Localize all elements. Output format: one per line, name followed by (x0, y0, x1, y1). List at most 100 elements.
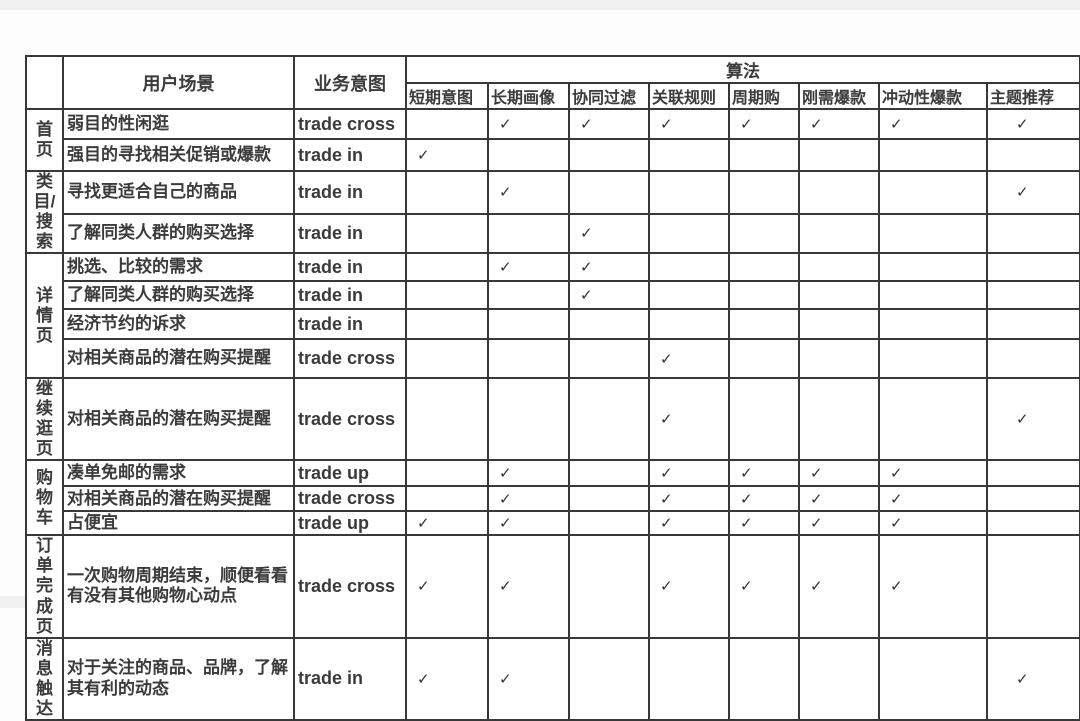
check-cell-empty (487, 138, 570, 172)
check-icon: ✓ (660, 350, 673, 368)
scenario-cell: 一次购物周期结束，顺便看看有没有其他购物心动点 (62, 534, 295, 639)
check-cell-empty (405, 280, 489, 311)
check-icon: ✓ (660, 465, 673, 483)
check-cell-checked: ✓ (878, 108, 988, 140)
check-cell-checked: ✓ (798, 459, 880, 488)
check-cell-checked: ✓ (728, 510, 800, 537)
header-algo-long-term-profile: 长期画像 (487, 82, 570, 110)
check-cell-checked: ✓ (986, 170, 1080, 215)
check-icon: ✓ (810, 578, 823, 596)
check-cell-empty (648, 280, 730, 311)
check-cell-empty (798, 308, 880, 341)
check-icon: ✓ (740, 116, 753, 133)
check-cell-empty (798, 212, 880, 255)
scenario-cell: 了解同类人群的购买选择 (62, 212, 295, 255)
table-row: 占便宜 trade up ✓ ✓ ✓ ✓ ✓ ✓ (26, 510, 1080, 537)
check-cell-empty (487, 377, 570, 462)
check-cell-checked: ✓ (986, 377, 1080, 462)
header-business-intent: 业务意图 (293, 55, 407, 110)
check-cell-checked: ✓ (487, 510, 570, 537)
check-cell-checked: ✓ (405, 510, 489, 537)
check-cell-empty (986, 138, 1080, 172)
check-cell-checked: ✓ (487, 485, 570, 513)
check-cell-empty (798, 338, 880, 380)
check-cell-empty (568, 338, 650, 380)
check-cell-empty (405, 485, 489, 513)
check-icon: ✓ (660, 515, 673, 533)
check-cell-checked: ✓ (798, 485, 880, 513)
check-icon: ✓ (580, 287, 593, 305)
check-cell-empty (798, 636, 880, 721)
check-cell-empty (728, 280, 800, 311)
check-cell-checked: ✓ (568, 252, 650, 283)
check-cell-checked: ✓ (878, 485, 988, 513)
check-cell-checked: ✓ (487, 170, 570, 215)
check-cell-empty (878, 308, 988, 341)
check-cell-empty (728, 636, 800, 721)
scenario-cell: 经济节约的诉求 (62, 308, 295, 341)
check-icon: ✓ (740, 490, 753, 508)
check-cell-checked: ✓ (648, 510, 730, 537)
check-cell-checked: ✓ (487, 636, 570, 721)
check-icon: ✓ (499, 490, 512, 508)
check-cell-empty (986, 308, 1080, 341)
check-icon: ✓ (499, 259, 512, 277)
check-icon: ✓ (660, 490, 673, 508)
check-icon: ✓ (580, 225, 593, 243)
table-row: 订单 完成 页一次购物周期结束，顺便看看有没有其他购物心动点 trade cros… (25, 534, 1080, 639)
check-icon: ✓ (660, 116, 673, 133)
check-cell-checked: ✓ (986, 636, 1080, 721)
intent-cell: trade up (293, 459, 407, 488)
check-cell-checked: ✓ (798, 510, 880, 537)
check-cell-checked: ✓ (568, 108, 650, 140)
header-algorithm-group: 算法 (405, 55, 1080, 84)
check-cell-empty (405, 212, 489, 255)
check-icon: ✓ (1016, 184, 1029, 202)
check-cell-checked: ✓ (648, 534, 730, 639)
table-row: 继续 逛页 对相关商品的潜在购买提醒 trade cross ✓ ✓ (25, 377, 1080, 462)
scenario-cell: 对相关商品的潜在购买提醒 (62, 338, 295, 380)
table-row: 购物 车凑单免邮的需求 trade up ✓ ✓ ✓ ✓ ✓ (25, 459, 1080, 537)
check-cell-empty (487, 308, 570, 341)
check-icon: ✓ (810, 490, 823, 508)
check-cell-empty (728, 377, 800, 462)
check-cell-empty (986, 338, 1080, 380)
check-cell-empty (648, 138, 730, 172)
header-user-scenario: 用户场景 (62, 55, 295, 110)
check-icon: ✓ (417, 670, 430, 688)
check-cell-empty (728, 338, 800, 380)
check-cell-empty (986, 485, 1080, 513)
check-cell-checked: ✓ (798, 108, 880, 140)
intent-cell: trade in (293, 170, 407, 215)
check-cell-empty (798, 138, 880, 172)
check-cell-empty (405, 338, 489, 380)
check-icon: ✓ (499, 184, 512, 202)
table-row: 强目的寻找相关促销或爆款 trade in ✓ (26, 138, 1080, 172)
row-group-label: 购物 车 (25, 459, 64, 537)
check-cell-checked: ✓ (986, 108, 1080, 140)
check-cell-empty (798, 377, 880, 462)
scenario-algorithm-table: 用户场景 业务意图 算法 短期意图 长期画像 协同过滤 关联规则 周期购 刚需爆… (25, 55, 1080, 721)
table-row: 了解同类人群的购买选择 trade in ✓ (26, 280, 1080, 311)
check-cell-empty (986, 459, 1080, 488)
check-cell-empty (405, 377, 489, 462)
check-icon: ✓ (890, 490, 903, 508)
check-cell-empty (986, 280, 1080, 311)
table-row: 详情 页挑选、比较的需求 trade in ✓ ✓ (25, 252, 1080, 380)
check-cell-checked: ✓ (648, 459, 730, 488)
check-cell-empty (487, 280, 570, 311)
check-cell-empty (878, 636, 988, 721)
check-cell-empty (568, 138, 650, 172)
check-cell-empty (878, 280, 988, 311)
check-cell-empty (878, 138, 988, 172)
check-cell-empty (568, 636, 650, 721)
check-icon: ✓ (417, 147, 430, 164)
intent-cell: trade in (293, 138, 407, 172)
header-algo-impulse-hot-items: 冲动性爆款 (878, 82, 988, 110)
table-row: 对相关商品的潜在购买提醒 trade cross ✓ (26, 338, 1080, 380)
check-cell-checked: ✓ (798, 534, 880, 639)
check-icon: ✓ (810, 515, 823, 533)
check-icon: ✓ (890, 515, 903, 533)
table-row: 消息 触达 对于关注的商品、品牌，了解其有利的动态 trade in ✓ ✓ ✓ (25, 636, 1080, 721)
check-cell-checked: ✓ (648, 485, 730, 513)
